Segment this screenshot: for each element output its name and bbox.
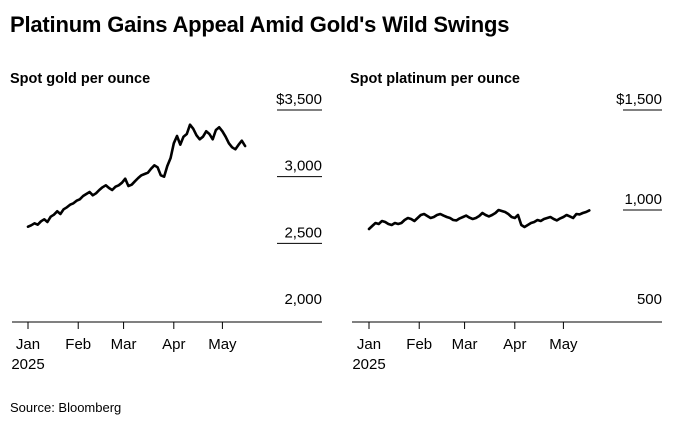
platinum-x-tick-label: Jan [357,336,381,353]
chart-headline: Platinum Gains Appeal Amid Gold's Wild S… [10,12,510,37]
gold-chart: $3,500 3,000 2,500 2,000 Jan 2025 Feb Mar Apr May [11,91,322,373]
source-note: Source: Bloomberg [10,400,122,415]
gold-chart-title: Spot gold per ounce [10,71,151,87]
gold-y-tick-label: $3,500 [276,91,322,108]
platinum-y-tick-label: 1,000 [624,191,662,208]
gold-y-tick-label: 2,000 [284,291,322,308]
gold-x-year-label: 2025 [11,356,44,373]
gold-x-tick-label: Feb [65,336,91,353]
platinum-price-line [367,208,591,231]
gold-y-tick-label: 3,000 [284,158,322,175]
platinum-x-year-label: 2025 [352,356,385,373]
gold-x-tick-label: May [208,336,237,353]
platinum-chart-title: Spot platinum per ounce [350,71,520,87]
gold-y-tick-label: 2,500 [284,224,322,241]
gold-x-tick-label: Mar [111,336,137,353]
platinum-x-tick-label: May [549,336,578,353]
platinum-x-tick-label: Mar [452,336,478,353]
gold-x-tick-label: Apr [162,336,185,353]
gold-price-line [26,123,247,228]
platinum-y-tick-label: 500 [637,291,662,308]
platinum-x-tick-label: Feb [406,336,432,353]
platinum-chart: $1,500 1,000 500 Jan 2025 Feb Mar Apr May [352,91,662,373]
gold-x-tick-label: Jan [16,336,40,353]
platinum-x-tick-label: Apr [503,336,526,353]
platinum-y-tick-label: $1,500 [616,91,662,108]
